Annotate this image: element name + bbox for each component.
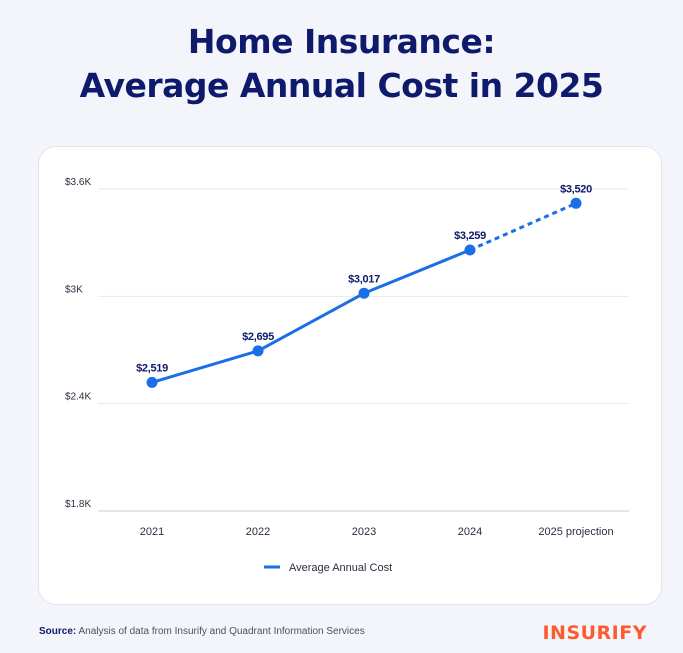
source-label: Source: bbox=[39, 626, 77, 637]
source-note: Source: Analysis of data from Insurify a… bbox=[39, 626, 365, 637]
data-label: $2,695 bbox=[242, 331, 274, 343]
x-tick-label: 2025 projection bbox=[538, 526, 613, 538]
chart-card: $1.8K $2.4K $3K $3.6K 2021 2022 2023 2024 2025 p… bbox=[38, 146, 662, 605]
x-tick-label: 2022 bbox=[246, 526, 270, 538]
data-point bbox=[464, 244, 476, 256]
x-tick-label: 2024 bbox=[458, 526, 482, 538]
y-tick-label: $3K bbox=[65, 284, 83, 295]
data-label: $2,519 bbox=[136, 362, 168, 374]
legend-label: Average Annual Cost bbox=[289, 562, 392, 574]
data-label: $3,259 bbox=[454, 230, 486, 242]
source-text: Analysis of data from Insurify and Quadr… bbox=[78, 626, 365, 637]
y-tick-label: $1.8K bbox=[65, 499, 91, 510]
x-tick-label: 2023 bbox=[352, 526, 376, 538]
series-line-projection bbox=[469, 201, 577, 252]
data-label: $3,017 bbox=[348, 273, 380, 285]
title-line-1: Home Insurance: bbox=[187, 22, 496, 61]
data-label: $3,520 bbox=[560, 183, 592, 195]
chart-title: Home Insurance: Average Annual Cost in 2… bbox=[0, 20, 683, 108]
y-tick-label: $3.6K bbox=[65, 177, 91, 188]
y-tick-label: $2.4K bbox=[65, 392, 91, 403]
data-point bbox=[146, 376, 158, 388]
insurify-logo: INSURIFY bbox=[542, 622, 647, 644]
data-point bbox=[570, 197, 582, 209]
series-line bbox=[150, 248, 472, 384]
data-point bbox=[358, 287, 370, 299]
data-point bbox=[252, 345, 264, 357]
line-chart: $1.8K $2.4K $3K $3.6K 2021 2022 2023 2024 2025 p… bbox=[65, 177, 629, 574]
title-line-2: Average Annual Cost in 2025 bbox=[79, 66, 604, 105]
x-tick-label: 2021 bbox=[140, 526, 164, 538]
